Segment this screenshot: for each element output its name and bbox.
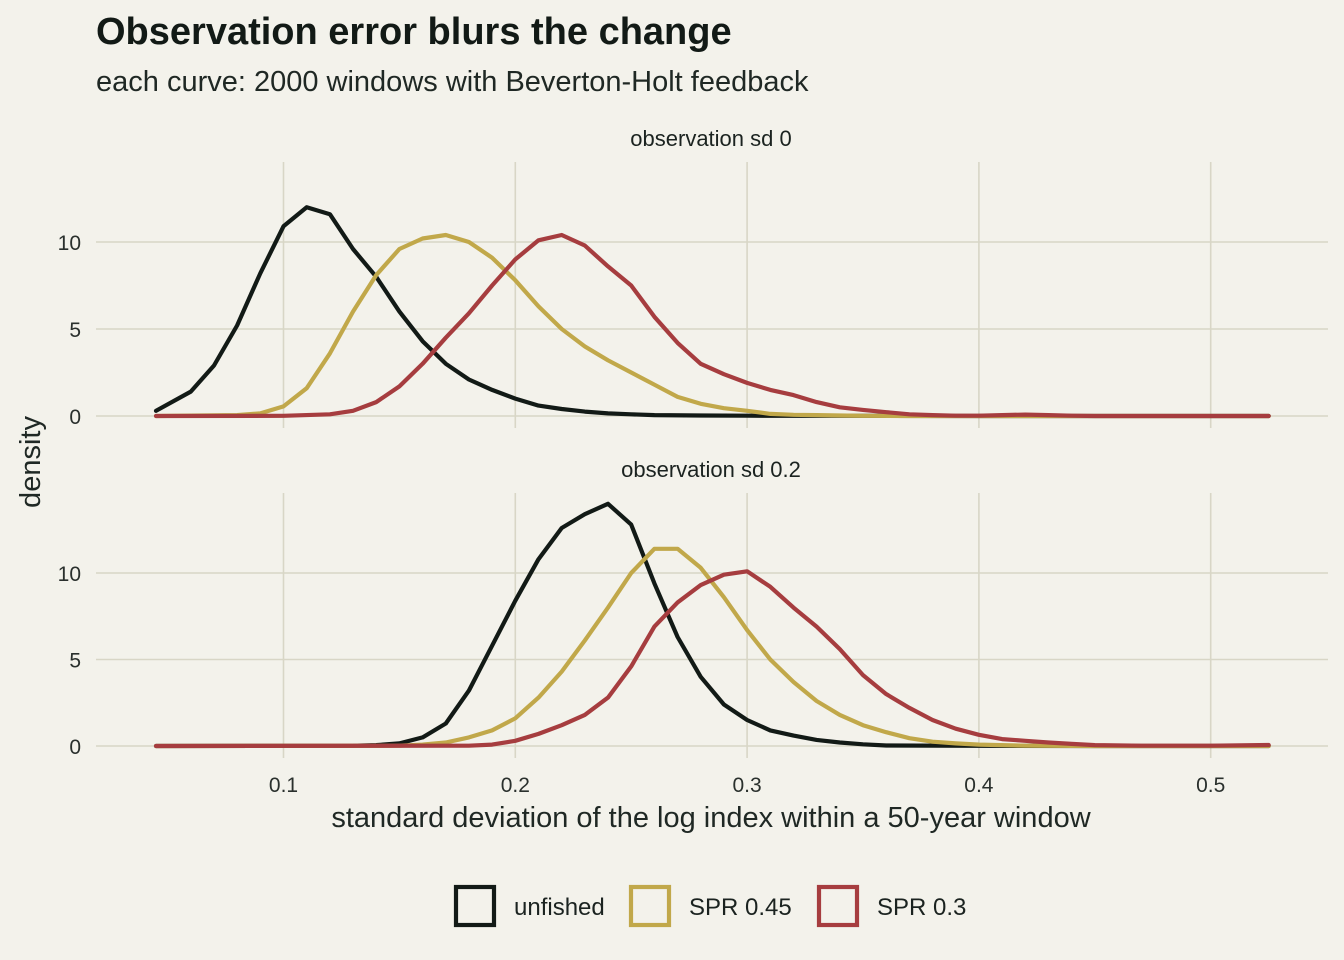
x-tick-label: 0.3 (732, 774, 761, 797)
x-axis-title: standard deviation of the log index with… (331, 802, 1091, 834)
y-axis-title: density (15, 416, 47, 508)
y-tick-label: 5 (69, 650, 81, 673)
chart-subtitle: each curve: 2000 windows with Beverton-H… (96, 66, 809, 98)
facet-panel-2: observation sd 0.2 0 5 10 (58, 457, 1328, 759)
x-axis: 0.1 0.2 0.3 0.4 0.5 (269, 774, 1225, 797)
y-tick-label: 10 (58, 232, 81, 255)
x-tick-label: 0.2 (501, 774, 530, 797)
legend-key (816, 884, 860, 928)
y-tick-label: 10 (58, 563, 81, 586)
y-tick-label: 5 (69, 319, 81, 342)
density-line-spr-0-45 (153, 546, 1271, 749)
legend-item: unfished (453, 884, 605, 928)
legend-item: SPR 0.3 (816, 884, 966, 928)
legend-label: unfished (514, 894, 605, 921)
facet-panel-1: observation sd 0 0 5 10 (58, 126, 1328, 429)
x-tick-label: 0.5 (1196, 774, 1225, 797)
legend: unfished SPR 0.45 SPR 0.3 (453, 884, 966, 928)
facet-strip-label: observation sd 0 (630, 126, 791, 151)
y-tick-label: 0 (69, 736, 81, 759)
facet-panels: observation sd 0 0 5 10 observation sd 0.2 0 5… (58, 126, 1328, 797)
legend-label: SPR 0.45 (689, 894, 792, 921)
legend-key (453, 884, 497, 928)
legend-label: SPR 0.3 (877, 894, 966, 921)
legend-item: SPR 0.45 (628, 884, 792, 928)
density-line-spr-0-3 (153, 232, 1271, 419)
x-tick-label: 0.1 (269, 774, 298, 797)
density-line-spr-0-45 (153, 232, 1271, 419)
density-line-unfished (153, 501, 1271, 749)
facet-strip-label: observation sd 0.2 (621, 457, 801, 482)
x-tick-label: 0.4 (964, 774, 994, 797)
density-line-unfished (153, 205, 1271, 419)
density-line-spr-0-3 (153, 569, 1271, 749)
chart-title: Observation error blurs the change (96, 11, 732, 53)
y-tick-label: 0 (69, 406, 81, 429)
legend-key (628, 884, 672, 928)
